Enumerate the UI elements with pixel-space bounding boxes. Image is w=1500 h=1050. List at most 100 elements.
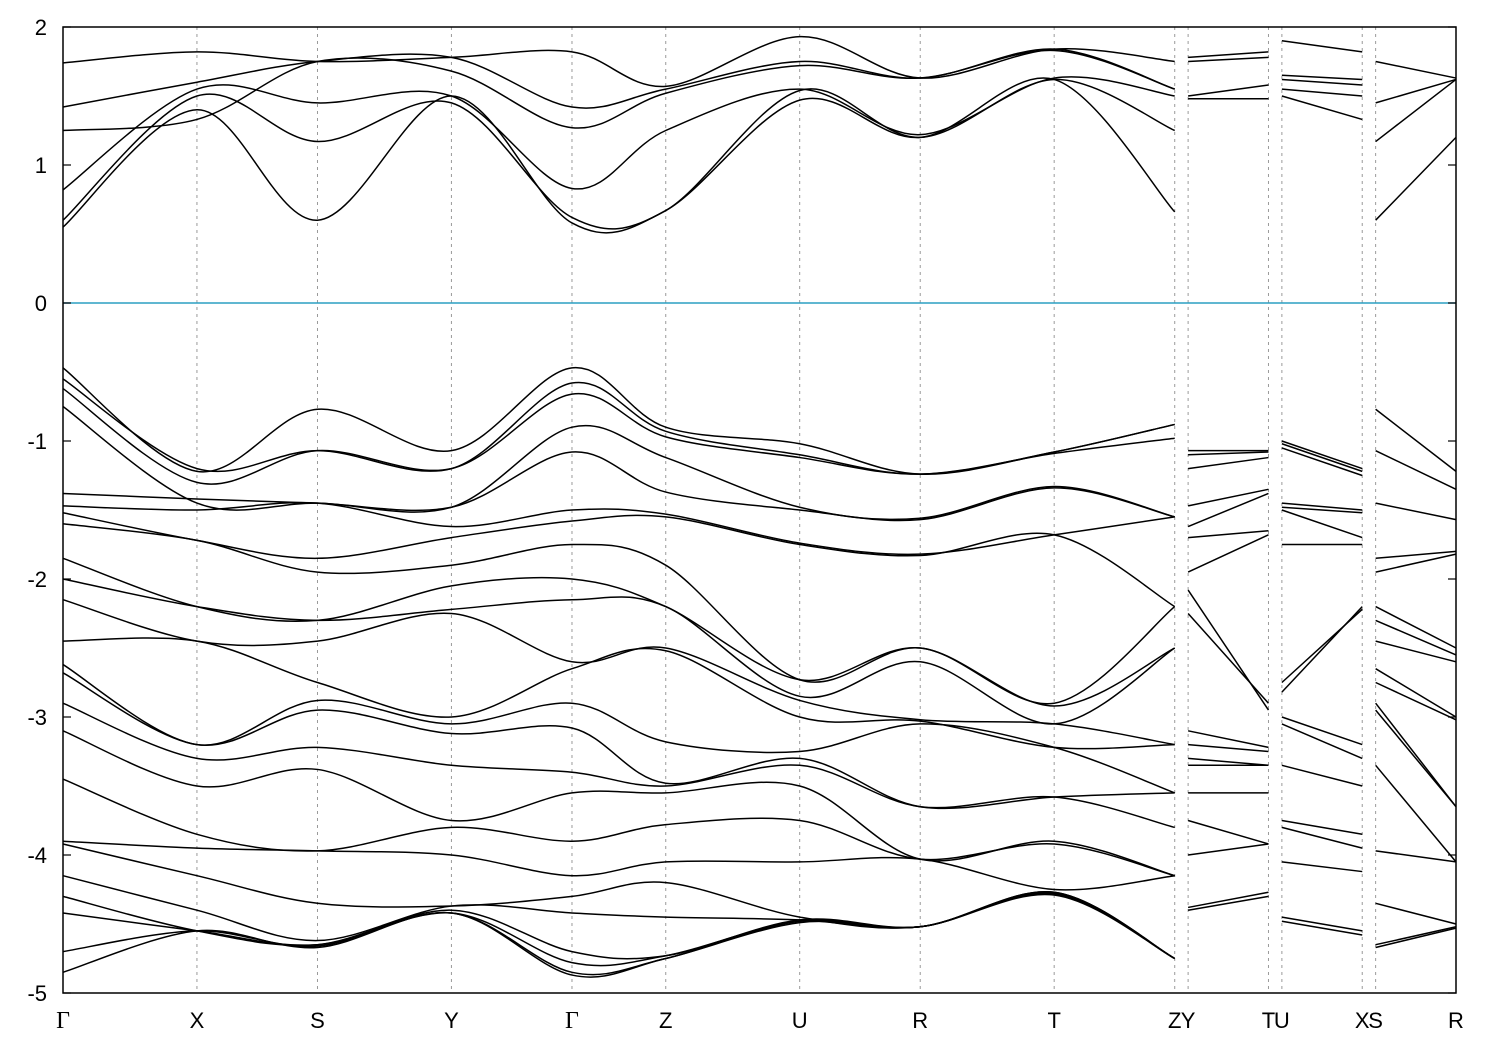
- band-line-s3-b11: [1375, 640, 1457, 663]
- band-line-s2-b7: [1281, 447, 1363, 477]
- band-line-s0-b0: [62, 77, 1176, 234]
- band-line-s0-b21: [62, 730, 1175, 877]
- kpoint-label-14: S: [1368, 1008, 1383, 1033]
- band-line-s0-b22: [62, 778, 1175, 877]
- band-line-s3-b8: [1375, 553, 1457, 573]
- kpoint-label-4: Γ: [565, 1008, 579, 1034]
- band-line-s0-b11: [62, 501, 1175, 556]
- band-line-s0-b28: [62, 892, 1176, 976]
- band-line-s0-b18: [62, 663, 1175, 794]
- band-line-s2-b19: [1281, 861, 1363, 873]
- kpoint-label-9: Z: [1168, 1008, 1181, 1033]
- band-line-s1-b1: [1188, 84, 1269, 97]
- band-line-s0-b19: [62, 672, 1175, 810]
- band-line-s2-b10: [1281, 509, 1363, 539]
- band-line-s1-b20: [1187, 891, 1269, 909]
- band-line-s0-b6: [62, 367, 1175, 475]
- band-line-s1-b19: [1188, 843, 1269, 856]
- band-line-s1-b10: [1187, 534, 1269, 573]
- ytick-label-7: -5: [27, 981, 47, 1006]
- band-lines: [62, 35, 1457, 978]
- kpoint-label-11: T: [1262, 1008, 1275, 1033]
- band-line-s0-b2: [62, 76, 1175, 191]
- kpoint-label-2: S: [310, 1008, 325, 1033]
- band-line-s3-b10: [1375, 619, 1457, 656]
- band-line-s2-b5: [1281, 440, 1363, 470]
- ytick-label-1: 1: [35, 153, 47, 178]
- band-line-s3-b12: [1375, 668, 1457, 718]
- kpoint-label-5: Z: [659, 1008, 672, 1033]
- band-line-s3-b9: [1375, 605, 1457, 649]
- band-line-s1-b12: [1187, 612, 1270, 704]
- ytick-label-4: -2: [27, 567, 47, 592]
- band-line-s3-b2: [1375, 78, 1457, 104]
- kpoint-label-0: Γ: [56, 1008, 70, 1034]
- band-line-s1-b9: [1188, 529, 1269, 539]
- band-line-s1-b3: [1188, 51, 1269, 59]
- kpoint-label-3: Y: [444, 1008, 459, 1033]
- band-line-s3-b5: [1375, 449, 1457, 490]
- ytick-label-0: 2: [35, 15, 47, 40]
- ytick-label-3: -1: [27, 429, 47, 454]
- band-line-s0-b29: [62, 893, 1176, 978]
- band-line-s3-b15: [1375, 709, 1457, 808]
- band-line-s0-b13: [62, 523, 1176, 705]
- band-line-s2-b17: [1281, 819, 1363, 836]
- kpoint-label-7: R: [912, 1008, 928, 1033]
- kpoint-label-15: R: [1448, 1008, 1464, 1033]
- plot-frame: [62, 26, 1457, 994]
- band-line-s1-b5: [1188, 451, 1269, 456]
- band-line-s2-b20: [1281, 916, 1363, 932]
- band-line-s0-b14: [62, 557, 1176, 707]
- band-line-s2-b18: [1281, 826, 1363, 849]
- kpoint-label-1: X: [190, 1008, 205, 1033]
- band-line-s1-b18: [1187, 819, 1269, 845]
- band-line-s3-b17: [1375, 850, 1457, 863]
- band-line-s2-b13: [1281, 606, 1363, 693]
- band-line-s0-b8: [62, 387, 1175, 485]
- band-line-s2-b0: [1281, 95, 1363, 121]
- band-line-s0-b9: [62, 405, 1175, 521]
- band-line-s0-b12: [62, 512, 1176, 608]
- band-line-s3-b16: [1375, 764, 1457, 863]
- kpoint-label-8: T: [1047, 1008, 1060, 1033]
- y-axis-ticks: 2 1 0 -1 -2 -3 -4 -5: [27, 15, 1456, 1006]
- band-line-s2-b4: [1281, 40, 1363, 53]
- band-line-s0-b15: [62, 578, 1176, 725]
- band-line-s2-b9: [1281, 506, 1363, 514]
- band-line-s1-b7: [1187, 488, 1269, 507]
- band-line-s0-b5: [62, 35, 1175, 88]
- kpoint-label-10: Y: [1181, 1008, 1196, 1033]
- band-line-s3-b4: [1375, 408, 1457, 472]
- band-line-s3-b13: [1375, 681, 1457, 721]
- band-line-s0-b3: [62, 49, 1175, 132]
- band-line-s3-b18: [1375, 902, 1457, 925]
- band-line-s0-b10: [62, 451, 1175, 522]
- band-line-s2-b3: [1281, 74, 1363, 81]
- band-line-s0-b23: [62, 840, 1175, 891]
- band-line-s2-b21: [1281, 920, 1363, 936]
- band-line-s0-b20: [62, 702, 1175, 829]
- band-line-s2-b16: [1281, 764, 1363, 787]
- band-line-s2-b2: [1281, 78, 1363, 86]
- band-line-s1-b8: [1187, 492, 1269, 528]
- band-line-s3-b3: [1375, 60, 1457, 79]
- band-line-s0-b17: [62, 637, 1175, 750]
- band-line-s3-b0: [1375, 136, 1457, 221]
- band-line-s0-b25: [62, 874, 1176, 960]
- band-line-s0-b26: [62, 892, 1176, 960]
- band-line-s1-b14: [1188, 743, 1269, 753]
- band-line-s2-b14: [1281, 716, 1363, 746]
- band-line-s1-b11: [1187, 589, 1270, 711]
- band-line-s1-b15: [1188, 757, 1269, 767]
- band-line-s3-b20: [1375, 927, 1457, 949]
- x-axis-ticks: Γ X S Y Γ Z U R T Z Y TU XS R: [56, 1008, 1464, 1034]
- band-line-s3-b1: [1375, 78, 1457, 143]
- band-line-s2-b1: [1281, 88, 1363, 97]
- band-line-s3-b6: [1375, 502, 1457, 521]
- kpoint-label-6: U: [792, 1008, 808, 1033]
- ytick-label-6: -4: [27, 843, 47, 868]
- ytick-label-5: -3: [27, 705, 47, 730]
- band-line-s1-b13: [1187, 730, 1269, 749]
